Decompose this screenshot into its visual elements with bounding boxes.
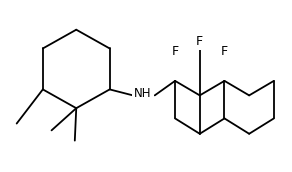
Text: F: F <box>196 35 203 48</box>
Text: F: F <box>221 45 228 58</box>
Text: F: F <box>171 45 179 58</box>
Text: NH: NH <box>134 87 152 100</box>
